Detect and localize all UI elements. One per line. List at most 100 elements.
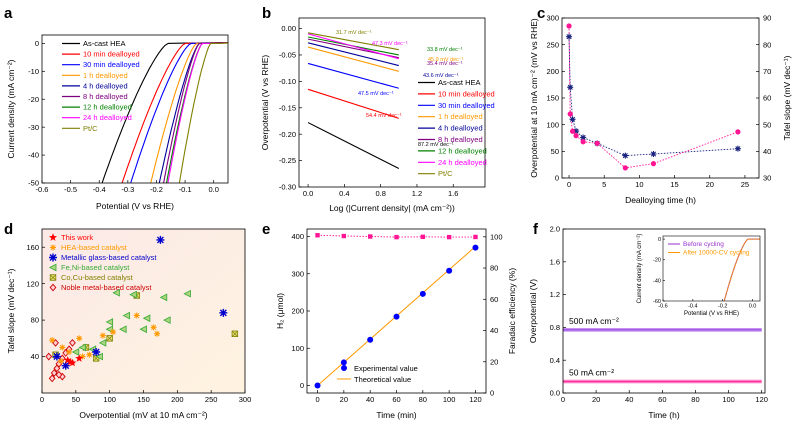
inset-y-tick-label: -40: [653, 278, 661, 284]
marker-xstar: [61, 361, 70, 370]
y-tick-label: 300: [291, 269, 304, 278]
slope-annotation: 47.3 mV dec⁻¹: [372, 41, 408, 47]
marker-asterisk: [133, 312, 140, 319]
y-tick-label: 400: [291, 232, 304, 241]
y-tick-label: -0.10: [279, 77, 296, 86]
legend-label: 10 min dealloyed: [83, 50, 140, 59]
y-tick-label: 30: [763, 174, 771, 183]
tafel-point: [594, 140, 600, 146]
marker-star: [68, 358, 77, 367]
y-axis-label-left: H₂ (μmol): [275, 293, 285, 329]
series-line-8: [307, 32, 399, 51]
x-tick-label: 20: [592, 395, 600, 404]
series-line-4: [307, 42, 399, 67]
y-axis-label: Current density (mA cm⁻²): [6, 59, 16, 158]
x-tick-label: 300: [239, 395, 252, 404]
efficiency-point: [315, 233, 320, 238]
panel-letter: c: [537, 5, 545, 22]
slope-annotation: 87.2 mV dec⁻¹: [418, 142, 454, 148]
marker-asterisk: [86, 351, 93, 358]
legend-label: 4 h dealloyed: [438, 124, 483, 133]
plot-frame: [561, 17, 760, 179]
x-tick-label: 250: [205, 395, 218, 404]
panel-a: a -0.6 -0.5 -0.4 -0.3 -0.2 -0.1 0.0 -50 -40 -30 -20…: [4, 5, 229, 211]
legend-label: 12 h dealloyed: [83, 103, 132, 112]
x-tick-label: 100: [443, 395, 456, 404]
x-axis-label: Time (min): [376, 410, 416, 420]
slope-annotation: 35.4 mV dec⁻¹: [427, 61, 463, 67]
legend-label: Experimental value: [354, 364, 418, 373]
y-axis-label: Overpotential (V vs RHE): [260, 55, 270, 151]
tafel-point: [580, 139, 586, 145]
efficiency-point: [420, 234, 426, 240]
marker-triangle: [98, 339, 107, 347]
legend-label: HEA-based catalyst: [61, 243, 128, 252]
marker-star: [63, 356, 72, 364]
experimental-point: [314, 382, 321, 389]
legend-label: 30 min dealloyed: [438, 101, 495, 110]
x-tick-label: -0.6: [36, 185, 49, 194]
x-tick-label: 120: [755, 395, 768, 404]
y-tick-label: 0.0: [550, 389, 560, 398]
slope-annotation: 33.8 mV dec⁻¹: [427, 47, 463, 53]
plot-frame: [41, 34, 229, 184]
marker-triangle: [112, 288, 120, 297]
x-axis-label: Overpotential (mV at 10 mA cm⁻²): [79, 410, 207, 420]
y-tick-label: 200: [546, 67, 559, 76]
y-tick-label: 80: [490, 264, 498, 273]
x-axis-label: Potential (V vs RHE): [96, 201, 174, 211]
x-tick-label: 0: [40, 395, 44, 404]
tafel-point: [567, 111, 573, 117]
x-tick-label: 0.0: [208, 185, 218, 194]
tafel-point: [573, 133, 579, 139]
y-tick-label: 50: [551, 147, 559, 156]
legend-label: Fe,Ni-based catalyst: [61, 263, 130, 272]
experimental-point: [419, 290, 426, 297]
y-tick-label: 120: [26, 279, 39, 288]
marker-triangle: [142, 314, 151, 323]
legend-label: 30 min dealloyed: [83, 60, 140, 69]
marker-triangle: [122, 311, 130, 320]
inset-y-tick-label: -20: [653, 258, 661, 264]
overpotential-point: [567, 84, 574, 91]
y-axis-label: Tafel slope (mV dec⁻¹): [6, 268, 16, 353]
marker-asterisk: [57, 358, 64, 365]
x-tick-label: 10: [635, 180, 643, 189]
inset-y-axis-label: Current density (mA cm⁻²): [637, 234, 643, 304]
tafel-point: [569, 128, 576, 134]
legend-label: 24 h dealloyed: [438, 158, 487, 167]
y-tick-label: 200: [291, 307, 304, 316]
experimental-point: [446, 267, 453, 274]
x-tick-label: -0.5: [64, 185, 77, 194]
x-tick-label: 80: [419, 395, 427, 404]
marker-diamond: [69, 339, 76, 347]
panel-d: d 0 50 100 150 200 250 300 40 80 120 160 Overpotenti…: [4, 221, 251, 420]
y-tick-label: 100: [490, 232, 503, 241]
x-tick-label: 40: [625, 395, 633, 404]
marker-asterisk: [59, 344, 66, 351]
marker-asterisk: [110, 328, 117, 335]
marker-triangle: [159, 293, 168, 302]
legend-label: Metallic glass-based catalyst: [61, 253, 157, 262]
y-tick-label: 80: [763, 40, 771, 49]
overpotential-point: [580, 134, 587, 141]
y-tick-label: -0.15: [279, 103, 296, 112]
marker-xstar: [156, 235, 165, 244]
y-tick-label: 0.00: [281, 24, 296, 33]
overpotential-point: [573, 128, 580, 135]
x-tick-label: 25: [741, 180, 749, 189]
x-tick-label: 20: [706, 180, 714, 189]
experimental-point: [367, 336, 374, 343]
inset-x-axis-label: Potential (V vs RHE): [684, 311, 739, 317]
y-tick-label: -10: [28, 67, 39, 76]
series-line-2: [307, 62, 399, 89]
x-tick-label: 120: [469, 395, 482, 404]
y-tick-label: -0.05: [279, 51, 296, 60]
tafel-point: [650, 161, 657, 167]
marker-asterisk: [99, 332, 106, 339]
series-line-5: [163, 42, 228, 184]
x-tick-label: 20: [340, 395, 348, 404]
y-tick-label: -40: [28, 151, 39, 160]
series-line-2: [130, 42, 229, 184]
